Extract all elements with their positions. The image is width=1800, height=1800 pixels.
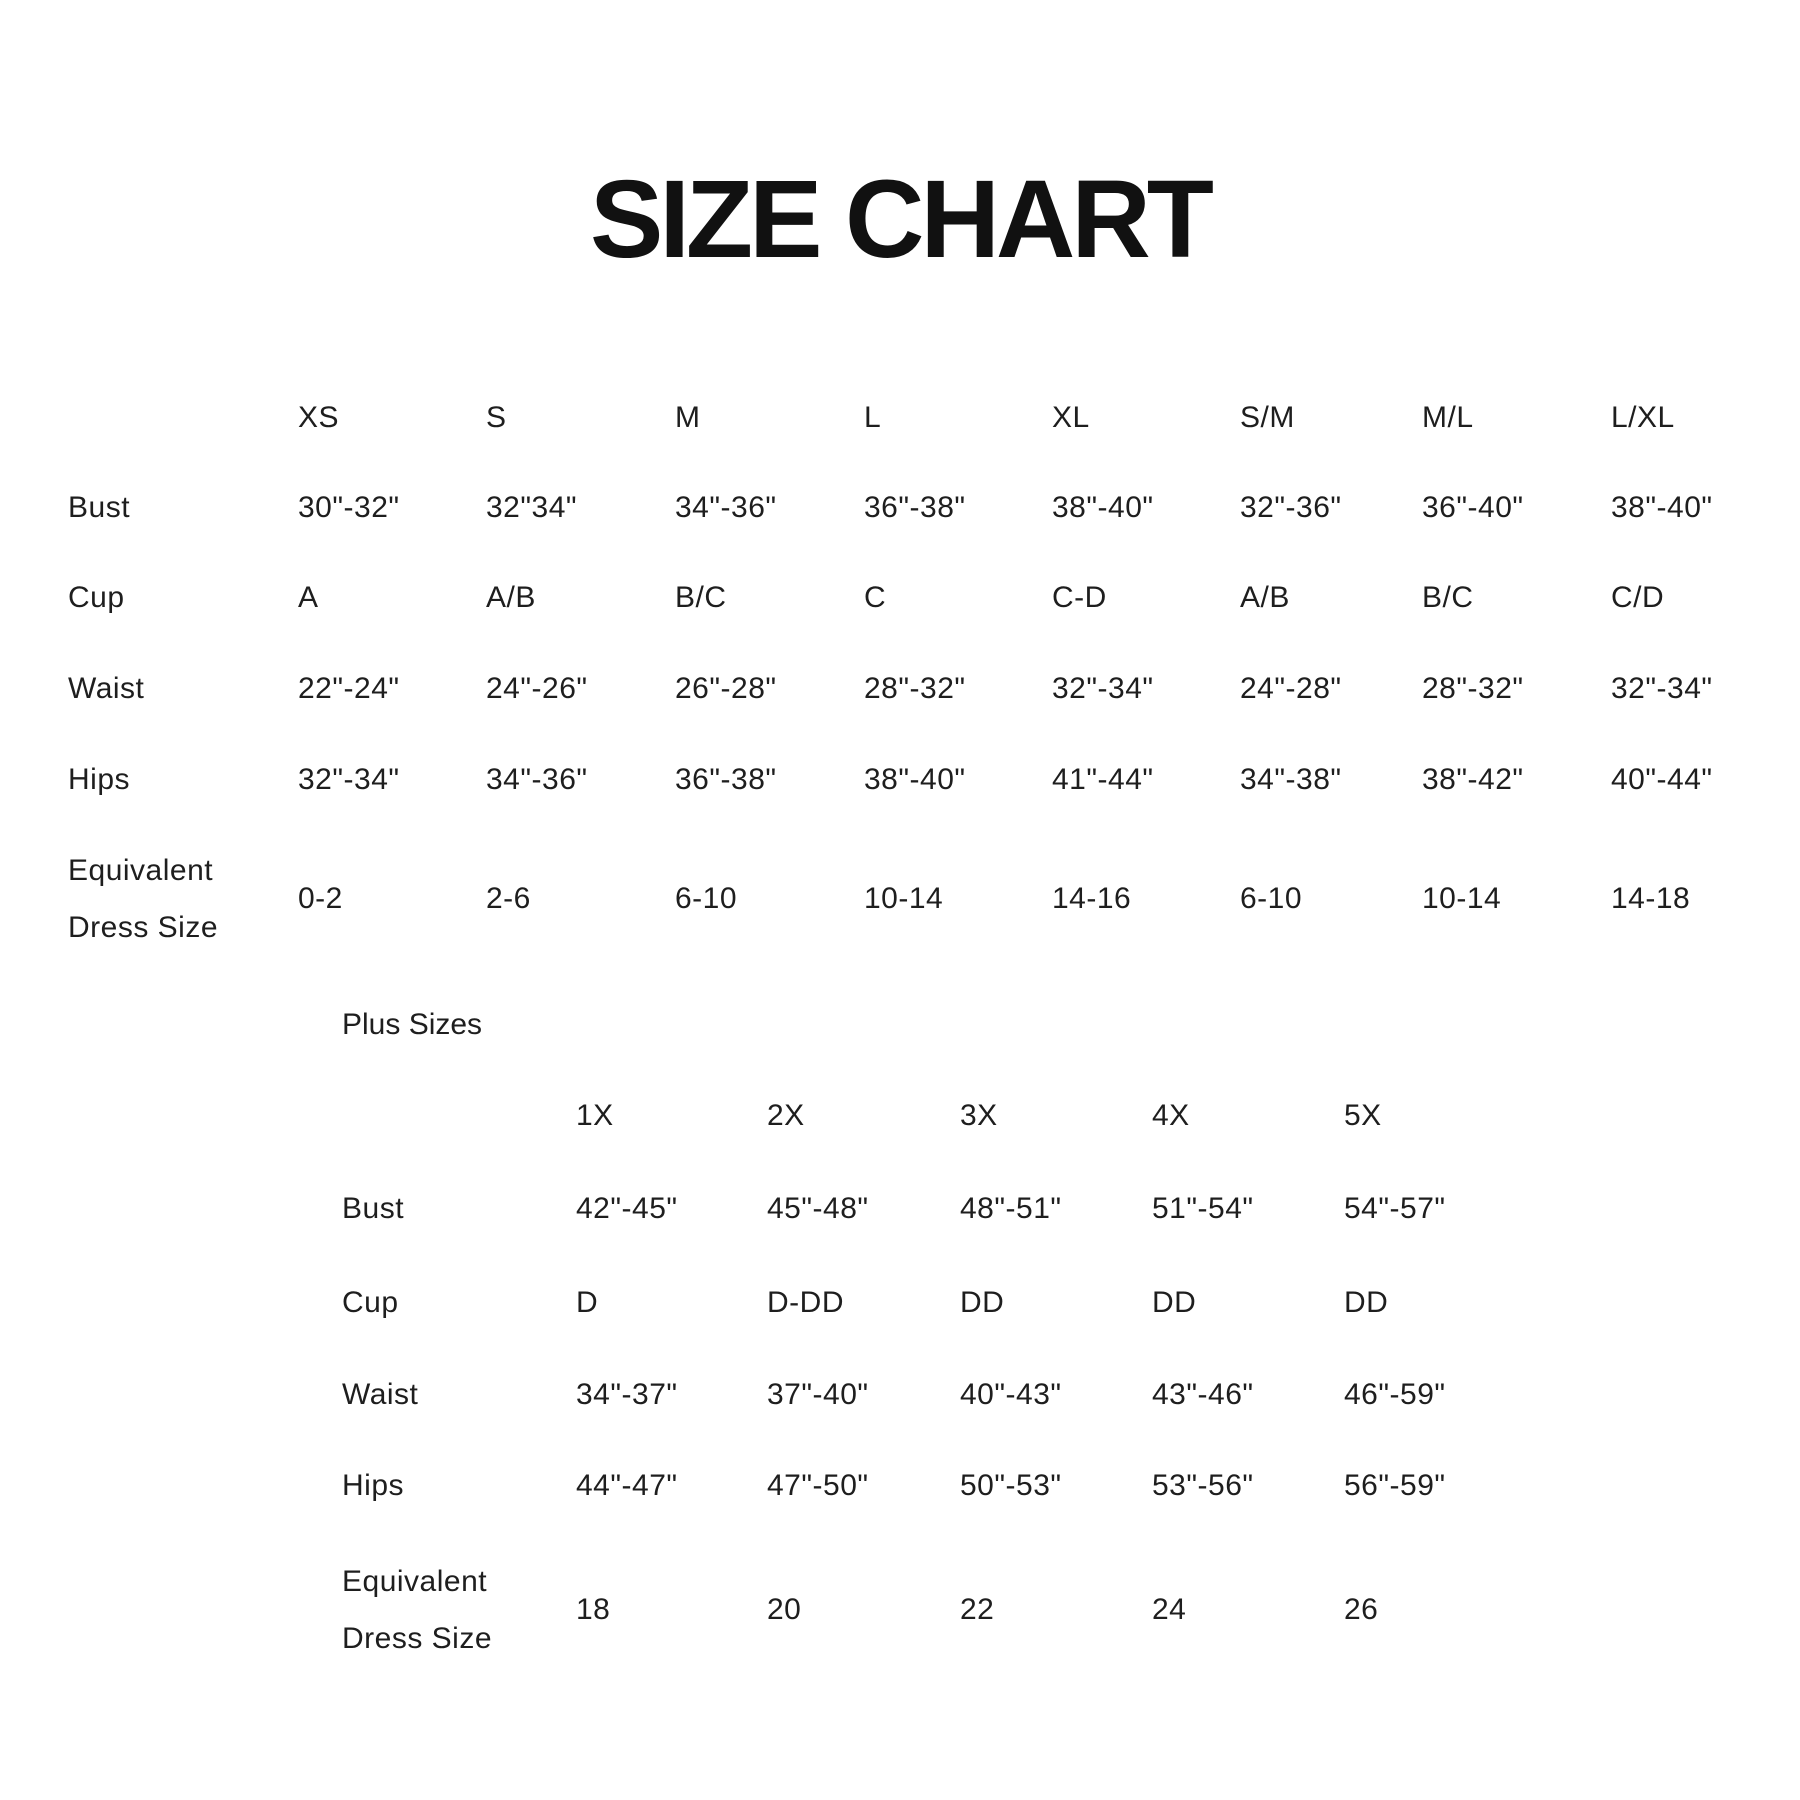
table-cell: 42"-45" — [576, 1192, 678, 1225]
table-cell: 32"34" — [486, 491, 578, 524]
table-cell: 20 — [767, 1593, 802, 1626]
table-cell: 38"-40" — [1611, 491, 1713, 524]
row-label: Cup — [68, 581, 125, 614]
table-cell: 48"-51" — [960, 1192, 1062, 1225]
column-header: M — [675, 401, 701, 434]
table-cell: 51"-54" — [1152, 1192, 1254, 1225]
table-cell: 34"-36" — [486, 763, 588, 796]
table-cell: D — [576, 1286, 599, 1319]
table-cell: 38"-40" — [1052, 491, 1154, 524]
column-header: L — [864, 401, 882, 434]
table-cell: 34"-37" — [576, 1378, 678, 1411]
table-cell: 32"-36" — [1240, 491, 1342, 524]
column-header: 1X — [576, 1099, 614, 1132]
table-cell: 28"-32" — [1422, 672, 1524, 705]
row-label: Equivalent Dress Size — [68, 854, 219, 944]
table-cell: 47"-50" — [767, 1469, 869, 1502]
column-header: 3X — [960, 1099, 998, 1132]
table-cell: 22"-24" — [298, 672, 400, 705]
table-cell: A/B — [1240, 581, 1290, 614]
table-cell: 40"-44" — [1611, 763, 1713, 796]
row-label: Hips — [68, 763, 131, 796]
table-cell: 34"-38" — [1240, 763, 1342, 796]
table-cell: DD — [1152, 1286, 1197, 1319]
row-label: Cup — [342, 1286, 399, 1319]
table-cell: 41"-44" — [1052, 763, 1154, 796]
table-cell: 37"-40" — [767, 1378, 869, 1411]
table-cell: 53"-56" — [1152, 1469, 1254, 1502]
column-header: 5X — [1344, 1099, 1382, 1132]
page-title: SIZE CHART — [590, 158, 1214, 281]
table-cell: 36"-38" — [675, 763, 777, 796]
table-cell: 46"-59" — [1344, 1378, 1446, 1411]
column-header: S — [486, 401, 507, 434]
column-header: L/XL — [1611, 401, 1675, 434]
table-cell: 44"-47" — [576, 1469, 678, 1502]
table-cell: DD — [1344, 1286, 1389, 1319]
column-header: M/L — [1422, 401, 1474, 434]
table-cell: 22 — [960, 1593, 995, 1626]
table-cell: 40"-43" — [960, 1378, 1062, 1411]
table-cell: 24"-26" — [486, 672, 588, 705]
column-header: 2X — [767, 1099, 805, 1132]
table-cell: 30"-32" — [298, 491, 400, 524]
table-cell: 54"-57" — [1344, 1192, 1446, 1225]
table-cell: 32"-34" — [1052, 672, 1154, 705]
table-cell: 24 — [1152, 1593, 1187, 1626]
table-cell: 32"-34" — [298, 763, 400, 796]
plus-sizes-heading: Plus Sizes — [342, 1008, 483, 1041]
table-cell: C — [864, 581, 887, 614]
column-header: XL — [1052, 401, 1090, 434]
row-label: Hips — [342, 1469, 405, 1502]
table-cell: 2-6 — [486, 882, 531, 915]
table-cell: 10-14 — [864, 882, 944, 915]
row-label: Bust — [68, 491, 131, 524]
table-cell: A/B — [486, 581, 536, 614]
table-cell: 26 — [1344, 1593, 1379, 1626]
table-cell: 14-16 — [1052, 882, 1132, 915]
table-cell: 10-14 — [1422, 882, 1502, 915]
table-cell: D-DD — [767, 1286, 844, 1319]
table-cell: 56"-59" — [1344, 1469, 1446, 1502]
row-label: Equivalent Dress Size — [342, 1565, 493, 1655]
table-cell: 38"-42" — [1422, 763, 1524, 796]
table-cell: 14-18 — [1611, 882, 1691, 915]
table-cell: 0-2 — [298, 882, 343, 915]
table-cell: 36"-38" — [864, 491, 966, 524]
table-cell: C-D — [1052, 581, 1107, 614]
table-cell: 36"-40" — [1422, 491, 1524, 524]
table-cell: B/C — [675, 581, 727, 614]
table-cell: C/D — [1611, 581, 1665, 614]
table-cell: 6-10 — [1240, 882, 1303, 915]
table-cell: 24"-28" — [1240, 672, 1342, 705]
column-header: XS — [298, 401, 340, 434]
table-cell: 28"-32" — [864, 672, 966, 705]
row-label: Waist — [68, 672, 145, 705]
table-cell: B/C — [1422, 581, 1474, 614]
column-header: 4X — [1152, 1099, 1190, 1132]
table-cell: A — [298, 581, 319, 614]
table-cell: 32"-34" — [1611, 672, 1713, 705]
table-cell: 18 — [576, 1593, 611, 1626]
row-label: Waist — [342, 1378, 419, 1411]
row-label: Bust — [342, 1192, 405, 1225]
table-cell: 6-10 — [675, 882, 738, 915]
table-cell: 50"-53" — [960, 1469, 1062, 1502]
table-cell: DD — [960, 1286, 1005, 1319]
table-cell: 38"-40" — [864, 763, 966, 796]
column-header: S/M — [1240, 401, 1295, 434]
table-cell: 26"-28" — [675, 672, 777, 705]
table-cell: 45"-48" — [767, 1192, 869, 1225]
table-cell: 34"-36" — [675, 491, 777, 524]
table-cell: 43"-46" — [1152, 1378, 1254, 1411]
